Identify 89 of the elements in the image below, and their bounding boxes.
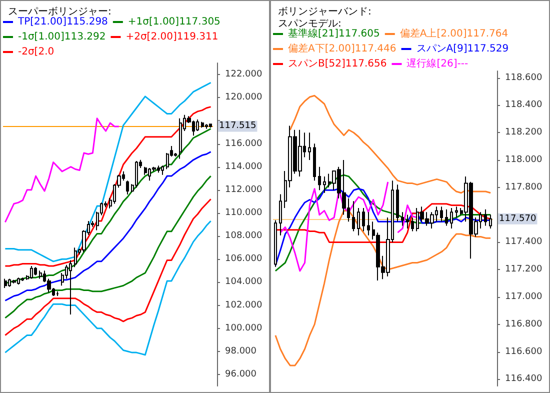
chart-subtitle: スパンモデル: bbox=[278, 18, 342, 30]
candlestick bbox=[209, 124, 212, 128]
legend-label: -2σ[2.0 bbox=[18, 46, 54, 58]
candlestick bbox=[4, 278, 7, 288]
candlestick bbox=[313, 143, 316, 182]
candlestick bbox=[196, 119, 199, 132]
candlestick bbox=[362, 207, 365, 232]
y-tick-label: 102.000 bbox=[225, 300, 262, 310]
legend-label: 遅行線[26]--- bbox=[406, 58, 468, 70]
y-tick-label: 106.000 bbox=[225, 254, 262, 264]
y-tick-label: 116.600 bbox=[505, 346, 542, 357]
legend-label: +1σ[1.00]117.305 bbox=[128, 16, 220, 28]
y-tick-label: 114.000 bbox=[225, 162, 262, 172]
legend-label: スパンA[9]117.529 bbox=[416, 44, 509, 54]
candlestick bbox=[411, 217, 414, 232]
candlestick bbox=[39, 270, 42, 280]
candlestick bbox=[201, 121, 204, 128]
candlestick bbox=[21, 277, 24, 282]
legend-label: 基準線[21]117.605 bbox=[288, 28, 380, 40]
candlestick bbox=[30, 266, 33, 280]
legend-label: +2σ[2.00]119.311 bbox=[126, 32, 218, 42]
candlestick bbox=[406, 214, 409, 229]
candlestick bbox=[367, 212, 370, 236]
legend-label: スパンB[52]117.656 bbox=[288, 58, 387, 70]
y-tick-label: 118.400 bbox=[505, 100, 542, 110]
y-tick-label: 118.600 bbox=[505, 72, 542, 83]
chart-title: スーパーボリンジャー: bbox=[8, 6, 112, 18]
line-series bbox=[4, 151, 212, 302]
candlestick bbox=[12, 279, 16, 284]
y-tick-label: 120.000 bbox=[225, 92, 262, 103]
candlestick bbox=[135, 160, 138, 188]
y-tick-label: 118.200 bbox=[505, 128, 542, 138]
candlestick bbox=[396, 184, 399, 222]
ref-line-label: 117.570 bbox=[499, 214, 536, 224]
line-series bbox=[274, 174, 492, 272]
candlestick bbox=[484, 208, 487, 226]
y-tick-label: 116.000 bbox=[225, 138, 262, 149]
candlestick bbox=[74, 247, 77, 268]
line-series bbox=[4, 128, 212, 284]
line-series bbox=[4, 118, 120, 223]
legend-label: 偏差A上[2.00]117.764 bbox=[400, 28, 508, 40]
candlestick bbox=[318, 166, 321, 191]
y-tick-label: 110.000 bbox=[225, 208, 262, 218]
candlestick bbox=[323, 176, 326, 194]
ref-line-label: 117.515 bbox=[219, 121, 256, 132]
line-series bbox=[274, 203, 492, 243]
y-tick-label: 117.400 bbox=[505, 237, 542, 248]
candlestick bbox=[161, 165, 164, 176]
candlestick bbox=[352, 200, 355, 232]
candlestick bbox=[274, 220, 277, 268]
chart-title: ボリンジャーバンド: bbox=[278, 6, 372, 18]
line-series bbox=[4, 175, 212, 319]
line-series bbox=[274, 210, 492, 366]
y-tick-label: 117.000 bbox=[505, 292, 542, 302]
line-series bbox=[274, 188, 492, 266]
candlestick bbox=[205, 124, 208, 130]
y-tick-label: 117.200 bbox=[505, 264, 542, 275]
y-tick-label: 112.000 bbox=[225, 184, 262, 195]
candlestick bbox=[308, 132, 311, 161]
candlestick bbox=[34, 266, 37, 276]
line-series bbox=[4, 82, 212, 262]
line-series bbox=[4, 198, 212, 336]
candlestick bbox=[279, 194, 282, 236]
y-tick-label: 118.000 bbox=[505, 155, 542, 166]
candlestick bbox=[455, 206, 458, 218]
line-series bbox=[4, 106, 212, 267]
candlestick bbox=[69, 260, 72, 315]
y-tick-label: 98.000 bbox=[225, 346, 257, 356]
line-series bbox=[289, 94, 492, 194]
candlestick bbox=[357, 207, 360, 236]
y-tick-label: 117.800 bbox=[505, 182, 542, 192]
y-tick-label: 122.000 bbox=[225, 70, 262, 80]
candlestick bbox=[401, 212, 404, 226]
y-tick-label: 100.000 bbox=[225, 323, 262, 334]
legend-label: 偏差A下[2.00]117.446 bbox=[288, 42, 396, 54]
candlestick bbox=[450, 207, 453, 229]
y-tick-label: 116.800 bbox=[505, 319, 542, 330]
y-tick-label: 108.000 bbox=[225, 231, 262, 242]
candlestick bbox=[179, 118, 182, 160]
y-tick-label: 116.400 bbox=[505, 374, 542, 384]
legend-label: -1σ[1.00]113.292 bbox=[18, 32, 106, 42]
y-tick-label: 104.000 bbox=[225, 277, 262, 288]
line-series bbox=[4, 220, 212, 356]
candlestick bbox=[126, 180, 129, 196]
legend-label: TP[21.00]115.298 bbox=[17, 16, 108, 28]
candlestick bbox=[445, 208, 448, 226]
y-tick-label: 96.000 bbox=[225, 369, 257, 380]
candlestick bbox=[489, 214, 492, 229]
candlestick bbox=[440, 206, 443, 222]
